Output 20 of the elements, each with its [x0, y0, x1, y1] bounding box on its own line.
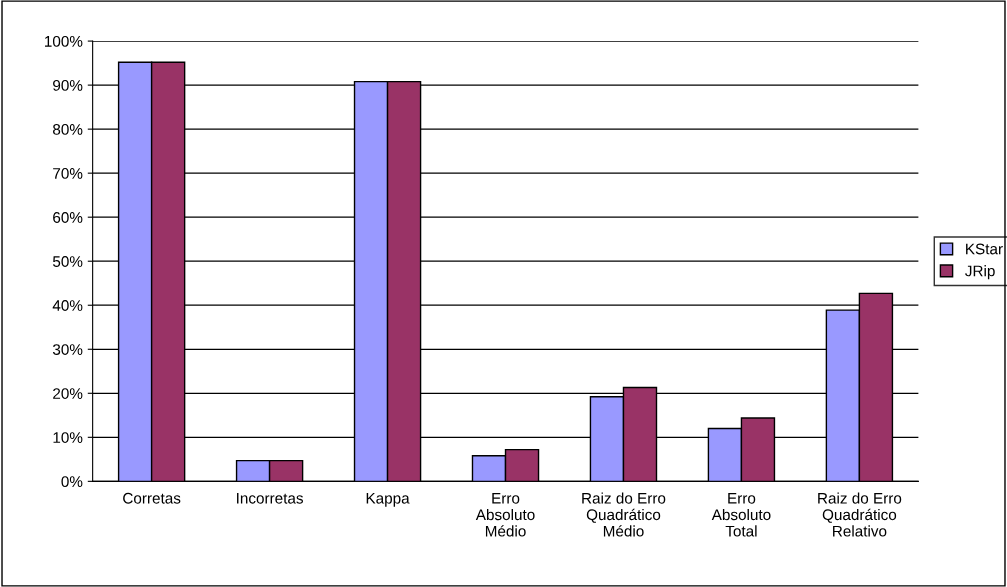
y-tick-label: 100%	[45, 35, 83, 47]
x-tick-label: Corretas	[123, 492, 181, 504]
y-tick-label: 70%	[53, 168, 83, 179]
x-tick-label: Kappa	[366, 493, 410, 507]
legend-label: KStar	[966, 243, 1003, 255]
x-tick-label: Erro Absoluto Médio	[475, 493, 535, 537]
x-tick-label: Erro Absoluto Total	[711, 493, 771, 537]
x-tick-label: Raiz do Erro Quadrático Médio	[582, 492, 666, 537]
x-tick-label: Raiz do Erro Quadrático Relativo	[818, 492, 902, 537]
y-tick-label: 60%	[53, 212, 83, 223]
y-tick-label: 50%	[52, 256, 83, 267]
y-tick-label: 30%	[52, 344, 83, 355]
y-tick-label: 90%	[53, 79, 83, 91]
y-tick-label: 0%	[61, 476, 83, 488]
y-tick-label: 20%	[53, 388, 83, 399]
legend-label: JRip	[965, 265, 995, 280]
y-tick-label: 80%	[53, 124, 83, 135]
y-tick-label: 40%	[52, 300, 83, 311]
y-tick-label: 10%	[53, 432, 83, 443]
x-tick-label: Incorretas	[237, 493, 303, 504]
